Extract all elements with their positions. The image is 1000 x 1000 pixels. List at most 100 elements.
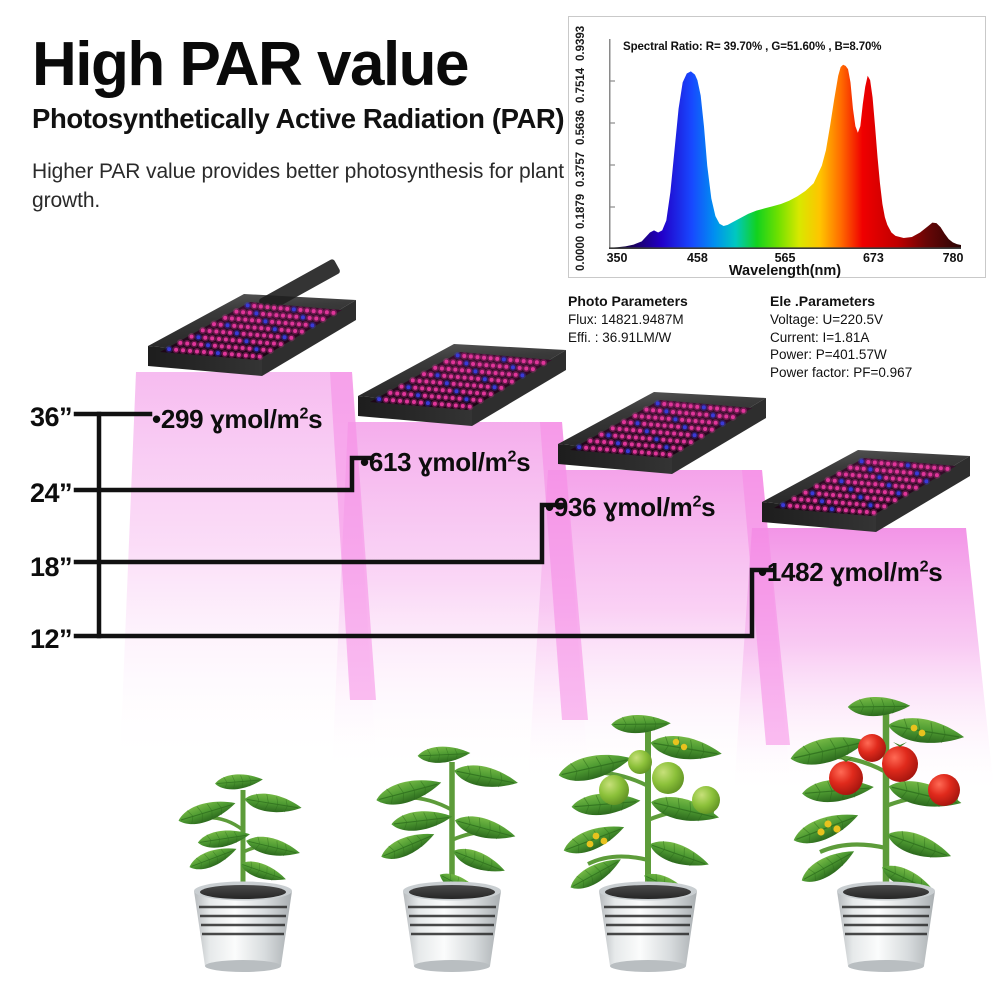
led-dot: [395, 391, 400, 396]
led-dot: [803, 490, 808, 495]
led-dot: [708, 405, 713, 410]
led-dot: [681, 439, 686, 444]
led-dot: [900, 484, 905, 489]
led-dot: [433, 365, 438, 370]
led-grow-light-panel-4: [762, 450, 970, 532]
led-dot: [788, 503, 793, 508]
led-dot: [822, 506, 827, 511]
led-dot: [660, 416, 665, 421]
electrical-parameter-line-0: Voltage: U=220.5V: [770, 312, 883, 328]
led-dot: [457, 396, 462, 401]
led-dot: [846, 479, 851, 484]
led-dot: [622, 420, 626, 425]
led-dot: [188, 348, 193, 353]
led-dot: [886, 461, 891, 466]
led-dot: [675, 403, 680, 408]
led-dot: [446, 402, 451, 407]
led-dot: [892, 498, 897, 503]
led-dot: [240, 346, 245, 351]
plant-pot-3: [599, 881, 697, 972]
ripe-tomato-cluster: [829, 734, 960, 806]
led-dot: [460, 404, 465, 409]
led-dot: [504, 364, 509, 369]
led-dot: [907, 485, 912, 490]
led-dot: [232, 323, 237, 328]
led-dot: [644, 429, 649, 434]
photo-parameters-block: Photo Parameters Flux: 14821.9487M Effi. …: [568, 292, 688, 346]
led-dot: [647, 436, 652, 441]
led-dot: [649, 422, 654, 427]
led-dot: [730, 415, 735, 420]
led-dot: [728, 407, 733, 412]
led-dot: [882, 490, 887, 495]
par-unit-3: ɣmol/m2s: [830, 557, 943, 587]
led-dot: [252, 325, 257, 330]
led-dot: [233, 345, 238, 350]
led-dot: [678, 446, 683, 451]
led-dot: [493, 371, 498, 376]
led-dot: [653, 451, 658, 456]
led-dot: [320, 317, 325, 322]
led-dot: [795, 504, 800, 509]
led-dot: [287, 314, 292, 319]
led-dot: [691, 411, 696, 416]
led-dot: [300, 315, 305, 320]
spectral-ratio-annotation: Spectral Ratio: R= 39.70% , G=51.60% , B…: [623, 41, 882, 53]
led-dot: [664, 409, 669, 414]
light-beam-3: [528, 470, 790, 780]
led-dot: [310, 323, 315, 328]
led-dot: [270, 319, 275, 324]
page-title: High PAR value: [32, 30, 470, 99]
led-dot: [857, 509, 862, 514]
led-dot: [245, 303, 250, 308]
led-dot: [662, 401, 667, 406]
led-dot: [653, 415, 658, 420]
led-dot: [377, 397, 382, 402]
photo-parameters-lines: Flux: 14821.9487M Effi. : 36.91LM/W: [568, 311, 688, 346]
led-dot: [203, 335, 208, 340]
led-dot: [464, 361, 469, 366]
led-dot: [850, 473, 855, 478]
chart-x-axis-ticks: 350 458 565 673 780: [607, 251, 964, 269]
led-dot: [471, 361, 476, 366]
x-tick-3: 673: [862, 251, 884, 265]
led-dot: [223, 337, 228, 342]
led-dot: [680, 417, 685, 422]
led-dot: [236, 317, 241, 322]
led-dot: [268, 348, 273, 353]
green-tomato-cluster: [599, 750, 720, 814]
led-dot: [324, 310, 329, 315]
led-dot: [837, 471, 842, 476]
led-dot: [781, 503, 786, 508]
led-dot: [167, 347, 172, 352]
led-dot: [210, 336, 215, 341]
led-dot: [278, 306, 283, 311]
led-dot: [598, 446, 603, 451]
led-dot: [820, 499, 825, 504]
led-dot: [628, 420, 633, 425]
led-dot: [218, 322, 223, 327]
x-tick-1: 458: [686, 251, 708, 265]
par-reading-2: •613 ɣmol/m2s: [360, 447, 531, 478]
spectral-plot-area: [609, 39, 961, 249]
tomato-plant-3: [555, 714, 725, 972]
led-dot: [606, 433, 611, 438]
led-dot: [709, 427, 714, 432]
led-dot: [651, 408, 656, 413]
led-dot: [857, 473, 862, 478]
led-dot: [870, 474, 875, 479]
led-dot: [639, 450, 644, 455]
led-dot: [274, 313, 279, 318]
led-dot: [844, 494, 849, 499]
led-dot: [466, 368, 471, 373]
led-dot: [503, 379, 508, 384]
led-dot: [605, 447, 609, 452]
led-dot: [413, 385, 418, 390]
par-unit-1: ɣmol/m2s: [418, 447, 531, 477]
led-dot: [467, 404, 472, 409]
led-dot: [464, 397, 469, 402]
led-dot: [810, 491, 815, 496]
led-dot: [482, 355, 487, 360]
led-dot: [611, 448, 616, 453]
led-dot: [257, 354, 262, 359]
